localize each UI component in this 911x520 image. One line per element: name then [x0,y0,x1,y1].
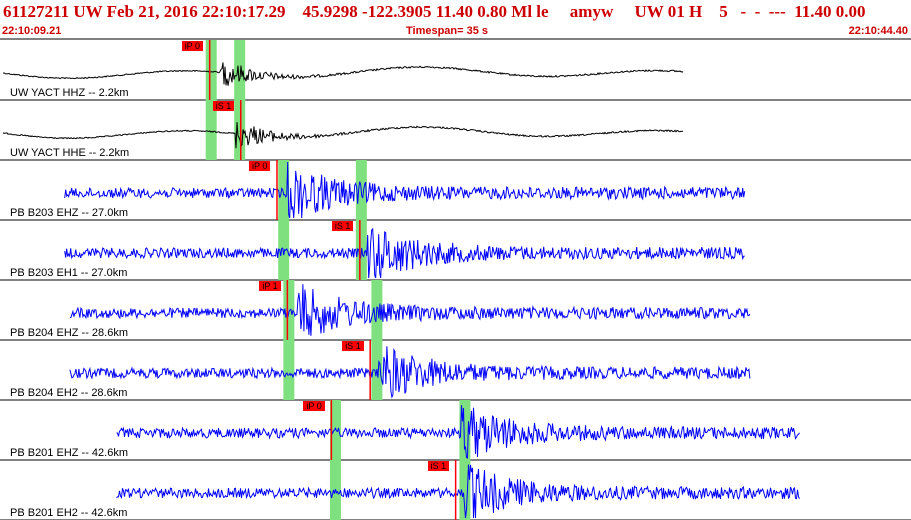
trace-channel-label: PB B201 EHZ -- 42.6km [10,447,128,459]
waveform [116,405,800,459]
p-pick-label[interactable]: iP 1 [259,281,281,291]
start-time-label: 22:10:09.21 [2,25,62,37]
trace-row [0,400,911,461]
pick-window [459,460,471,520]
trace-channel-label: PB B203 EH1 -- 27.0km [10,267,128,279]
pick-window [283,280,295,340]
waveform [116,464,800,519]
waveform [64,227,745,279]
timespan-label: Timespan= 35 s [406,25,489,37]
pick-window [278,220,290,280]
s-pick-label[interactable]: iS 1 [212,101,235,111]
waveform [69,284,751,336]
waveform [2,122,684,149]
trace-row [0,460,911,520]
pick-window [278,160,290,220]
pick-window [205,100,217,160]
trace-row [0,100,911,161]
p-pick-label[interactable]: iP 0 [249,161,271,171]
trace-row [0,220,911,281]
s-pick-label[interactable]: iS 1 [427,461,450,471]
trace-channel-label: UW YACT HHE -- 2.2km [10,147,130,159]
waveform [64,161,746,219]
event-header: 61127211 UW Feb 21, 2016 22:10:17.29 45.… [3,2,866,21]
trace-channel-label: PB B203 EHZ -- 27.0km [10,207,128,219]
trace-channel-label: PB B204 EHZ -- 28.6km [10,327,128,339]
p-pick-label[interactable]: iP 0 [181,41,204,51]
pick-window [329,400,341,460]
trace-channel-label: UW YACT HHZ -- 2.2km [10,87,129,99]
pick-window [459,400,471,460]
end-time-label: 22:10:44.40 [848,25,908,37]
s-pick-label[interactable]: iS 1 [342,341,364,351]
trace-row [0,280,911,341]
trace-channel-label: PB B204 EH2 -- 28.6km [10,387,128,399]
trace-channel-label: PB B201 EH2 -- 42.6km [10,507,128,519]
pick-window [234,100,246,160]
pick-window [283,340,295,400]
waveform [2,62,684,86]
waveform [69,346,751,399]
p-pick-label[interactable]: iP 0 [303,401,325,411]
pick-window [234,40,246,100]
trace-row [0,40,911,101]
s-pick-label[interactable]: iS 1 [331,221,354,231]
pick-window [205,40,217,100]
trace-row [0,340,911,401]
trace-row [0,160,911,221]
